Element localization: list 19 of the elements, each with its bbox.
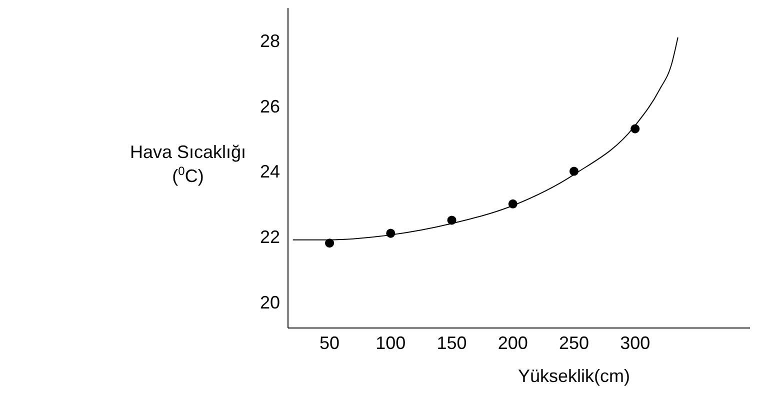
y-axis-title: Hava Sıcaklığı ($^{0}$C) xyxy=(130,142,246,186)
x-tick-label: 250 xyxy=(558,332,590,353)
x-tick-label: 300 xyxy=(620,332,650,353)
y-tick-label: 24 xyxy=(260,162,280,182)
y-tick-label: 22 xyxy=(260,226,280,247)
x-tick-label: 200 xyxy=(498,332,528,353)
x-tick-label: 150 xyxy=(436,332,467,353)
y-tick-label: 20 xyxy=(260,292,280,312)
point xyxy=(630,124,640,134)
point xyxy=(386,228,396,238)
point xyxy=(325,238,334,248)
x-axis-title: Yükseklik(cm) xyxy=(518,366,630,386)
x-tick-label: 50 xyxy=(320,332,340,353)
point xyxy=(569,166,579,176)
x-tick-label: 100 xyxy=(376,332,406,353)
point xyxy=(447,216,456,225)
y-tick-label: 26 xyxy=(260,96,280,116)
y-tick-label: 28 xyxy=(260,31,280,52)
point xyxy=(508,199,518,208)
